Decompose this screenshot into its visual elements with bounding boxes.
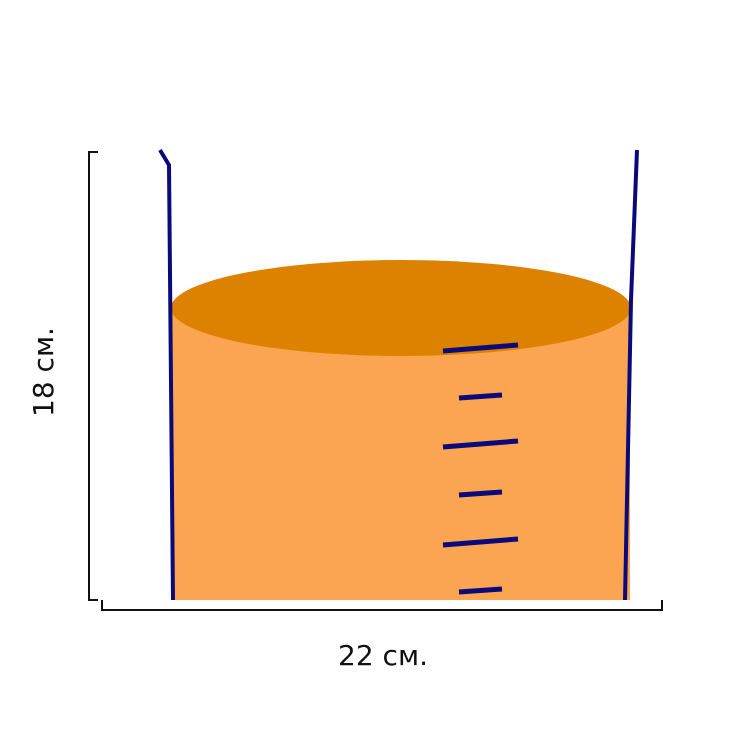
- width-label: 22 см.: [338, 639, 428, 672]
- graduation-mark: [442, 342, 519, 354]
- beaker-right-wall: [623, 149, 639, 601]
- graduations: [442, 342, 519, 595]
- height-dimension: [88, 151, 98, 601]
- graduation-mark: [442, 438, 519, 450]
- graduation-mark: [458, 489, 503, 498]
- graduation-mark: [458, 392, 503, 401]
- height-label: 18 см.: [27, 327, 60, 417]
- liquid-surface: [171, 260, 631, 356]
- width-dimension: [101, 600, 663, 611]
- graduation-mark: [442, 536, 519, 548]
- liquid-body: [172, 308, 630, 600]
- beaker-left-wall: [158, 148, 175, 601]
- graduation-mark: [458, 586, 503, 595]
